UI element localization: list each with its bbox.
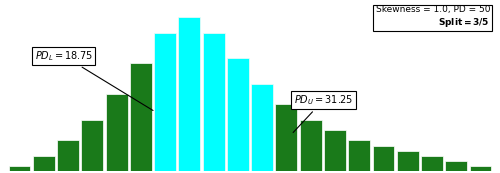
Bar <box>154 33 176 171</box>
Bar <box>8 166 30 171</box>
Text: $PD_L = 18.75$: $PD_L = 18.75$ <box>35 49 153 111</box>
Text: Skewness = 1.0, PD = 50
$\mathbf{Split = 3/5}$: Skewness = 1.0, PD = 50 $\mathbf{Split =… <box>376 5 490 29</box>
Bar <box>324 130 346 171</box>
Bar <box>251 84 273 171</box>
Bar <box>421 156 443 171</box>
Bar <box>57 140 79 171</box>
Bar <box>470 166 492 171</box>
Bar <box>372 146 394 171</box>
Bar <box>348 140 370 171</box>
Bar <box>397 151 418 171</box>
Bar <box>33 156 54 171</box>
Bar <box>178 17 201 171</box>
Bar <box>82 120 103 171</box>
Text: $PD_U = 31.25$: $PD_U = 31.25$ <box>293 93 353 133</box>
Bar <box>227 58 249 171</box>
Bar <box>202 33 224 171</box>
Bar <box>227 58 249 171</box>
Bar <box>300 120 322 171</box>
Bar <box>202 33 224 171</box>
Bar <box>276 104 297 171</box>
Bar <box>106 94 128 171</box>
Bar <box>154 33 176 171</box>
Bar <box>178 17 201 171</box>
Bar <box>446 161 467 171</box>
Bar <box>251 84 273 171</box>
Bar <box>130 63 152 171</box>
